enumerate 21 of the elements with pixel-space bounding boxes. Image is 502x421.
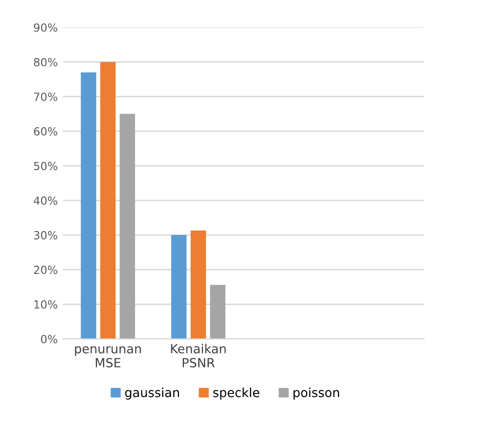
y-tick-label: 20% xyxy=(34,266,58,274)
bar xyxy=(171,235,187,339)
x-tick-label: Kenaikan PSNR xyxy=(171,344,226,368)
y-tick-label: 50% xyxy=(34,162,58,170)
y-tick-label: 30% xyxy=(34,231,58,240)
legend-label: speckle xyxy=(213,388,260,400)
x-tick-label: penurunan MSE xyxy=(75,346,141,368)
bar xyxy=(190,230,206,339)
bar xyxy=(100,62,116,339)
y-tick-label: 0% xyxy=(40,334,58,344)
y-tick-label: 70% xyxy=(34,92,58,101)
legend-label: poisson xyxy=(294,388,340,400)
bar xyxy=(210,284,226,339)
y-tick-label: 40% xyxy=(34,196,58,205)
bar xyxy=(120,114,136,339)
y-tick-label: 10% xyxy=(34,300,58,309)
y-tick-label: 60% xyxy=(34,127,58,136)
legend-label: gaussian xyxy=(125,388,179,400)
y-tick-label: 90% xyxy=(34,23,58,32)
y-tick-label: 80% xyxy=(34,58,58,66)
bar xyxy=(80,72,96,339)
